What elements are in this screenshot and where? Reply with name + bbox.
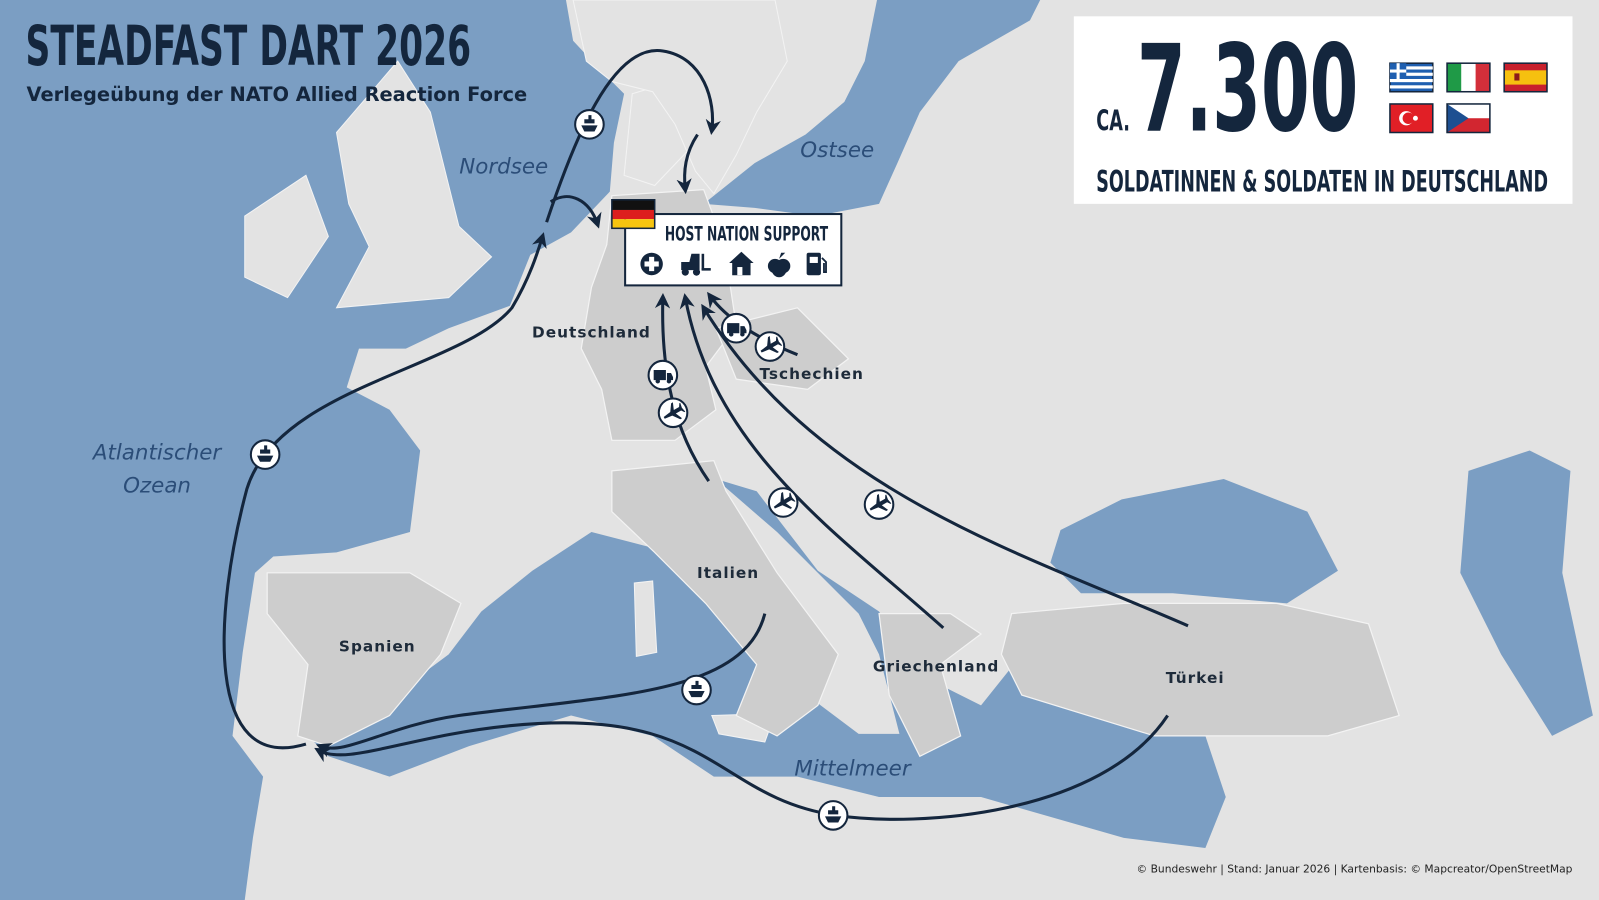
medical-cross-icon <box>640 252 663 276</box>
route-greece-air <box>679 293 945 629</box>
host-nation-support-box: HOST NATION SUPPORT <box>611 199 843 287</box>
country-labels: Deutschland Tschechien Italien Spanien G… <box>339 323 1225 687</box>
route-turkey-ship <box>314 714 1169 821</box>
turkey-shape <box>1000 602 1400 737</box>
label-deutschland: Deutschland <box>532 323 651 341</box>
label-tuerkei: Türkei <box>1166 669 1225 687</box>
fuel-pump-icon <box>806 252 827 276</box>
page-title: STEADFAST DART 2026 <box>25 14 471 78</box>
plane-icon <box>767 487 799 518</box>
label-griechenland: Griechenland <box>873 658 1000 676</box>
baltic-sea <box>703 0 1041 217</box>
copyright-footer: © Bundeswehr | Stand: Januar 2026 | Kart… <box>1137 862 1573 875</box>
label-ostsee: Ostsee <box>800 138 874 163</box>
troop-count-prefix: CA. <box>1096 104 1130 137</box>
route-italy-air-road <box>654 293 710 482</box>
label-mittelmeer: Mittelmeer <box>794 757 911 782</box>
greece-shape <box>878 612 983 758</box>
troop-count-caption: SOLDATINNEN & SOLDATEN IN DEUTSCHLAND <box>1096 165 1548 199</box>
troop-count-box: CA. 7.300 SOLDATINNEN & SOLDATEN IN DEUT… <box>1073 16 1573 204</box>
transport-icons <box>249 109 895 831</box>
route-north-loop <box>545 49 721 223</box>
troop-count-number: 7.300 <box>1137 19 1358 159</box>
flag-greece <box>1389 62 1434 93</box>
plane-icon <box>863 489 895 520</box>
label-italien: Italien <box>697 564 759 582</box>
apple-icon <box>767 252 791 278</box>
flag-germany <box>611 199 656 230</box>
label-atlantik-line2: Ozean <box>123 473 191 498</box>
ship-icon <box>574 109 605 140</box>
flag-czechia <box>1446 103 1491 134</box>
sardinia-corsica <box>633 580 658 658</box>
flag-italy <box>1446 62 1491 93</box>
page-subtitle: Verlegeübung der NATO Allied Reaction Fo… <box>27 83 528 106</box>
label-atlantik-line1: Atlantischer <box>91 441 223 466</box>
label-nordsee: Nordsee <box>459 154 548 179</box>
route-atlantic-ship <box>222 232 547 750</box>
house-icon <box>729 251 754 276</box>
label-spanien: Spanien <box>339 637 416 655</box>
routes <box>222 49 1189 821</box>
label-tschechien: Tschechien <box>760 365 864 383</box>
sea-labels: Nordsee Ostsee Atlantischer Ozean Mittel… <box>91 138 912 782</box>
plane-icon <box>754 331 786 362</box>
host-nation-support-title: HOST NATION SUPPORT <box>665 223 829 246</box>
italy-shape <box>611 460 839 737</box>
route-skagerrak-down <box>676 133 699 195</box>
route-north-sea-in <box>549 195 602 229</box>
forklift-icon <box>681 253 711 276</box>
participating-countries <box>266 188 1400 758</box>
ireland <box>244 174 329 299</box>
spain-shape <box>266 572 462 747</box>
plane-icon <box>657 397 689 429</box>
great-britain <box>335 60 493 309</box>
truck-icon <box>647 359 679 391</box>
route-italy-ship <box>315 613 767 758</box>
black-sea <box>1050 479 1338 604</box>
caspian-sea <box>1460 450 1593 736</box>
ship-icon <box>681 674 712 706</box>
ship-icon <box>249 439 281 470</box>
flag-turkey <box>1389 103 1434 134</box>
scandinavia <box>572 0 788 195</box>
flag-spain <box>1503 62 1548 93</box>
truck-icon <box>720 312 752 344</box>
route-turkey-air <box>701 303 1189 628</box>
ship-icon <box>817 800 849 831</box>
atlantic-north-sea <box>0 0 625 900</box>
